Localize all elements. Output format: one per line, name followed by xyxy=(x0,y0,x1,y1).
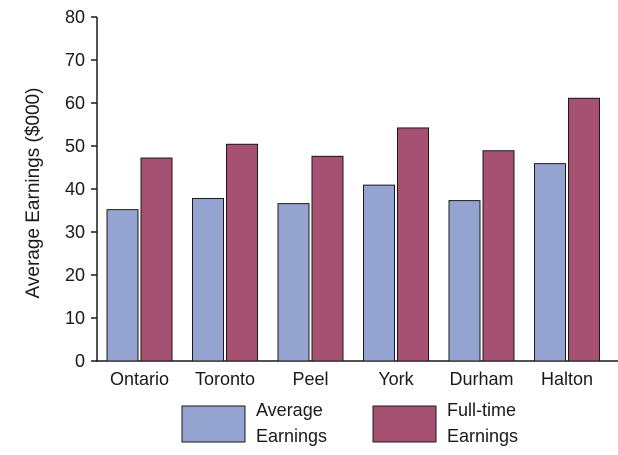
y-tick-label: 40 xyxy=(65,179,85,199)
legend-label: Earnings xyxy=(256,426,327,446)
legend-label: Earnings xyxy=(447,426,518,446)
bar-average-ontario xyxy=(106,209,139,362)
bar-average-durham xyxy=(448,200,481,362)
bar-average-peel xyxy=(277,203,310,362)
y-tick-label: 30 xyxy=(65,222,85,242)
legend-label: Full-time xyxy=(447,400,516,420)
legend-label: Average xyxy=(256,400,323,420)
bars xyxy=(106,97,600,362)
bar-fulltime-york xyxy=(397,127,429,362)
bar-fulltime-durham xyxy=(482,150,515,362)
y-tick-label: 70 xyxy=(65,50,85,70)
axes xyxy=(91,16,618,362)
legend: Average Earnings Full-time Earnings xyxy=(181,400,518,446)
legend-swatch xyxy=(372,405,437,443)
x-tick-label: Durham xyxy=(449,369,513,389)
x-tick-label: Halton xyxy=(541,369,593,389)
legend-swatch xyxy=(181,405,246,443)
x-tick-label: Toronto xyxy=(195,369,255,389)
bar-average-halton xyxy=(534,163,566,362)
labels: 0 10 20 30 40 50 60 70 80 Average Earnings ($000)… xyxy=(23,7,593,389)
bar-fulltime-halton xyxy=(568,97,600,362)
y-tick-label: 60 xyxy=(65,93,85,113)
x-tick-label: Ontario xyxy=(110,369,169,389)
y-tick-label: 20 xyxy=(65,265,85,285)
y-tick-label: 10 xyxy=(65,308,85,328)
y-tick-label: 80 xyxy=(65,7,85,27)
y-tick-label: 0 xyxy=(75,351,85,371)
bar-fulltime-ontario xyxy=(140,157,173,362)
x-tick-label: York xyxy=(378,369,414,389)
y-tick-label: 50 xyxy=(65,136,85,156)
bar-average-york xyxy=(363,184,395,362)
y-axis-title: Average Earnings ($000) xyxy=(23,88,44,299)
bar-fulltime-peel xyxy=(311,155,344,362)
bar-average-toronto xyxy=(192,197,224,362)
bar-fulltime-toronto xyxy=(226,143,258,362)
x-tick-label: Peel xyxy=(292,369,328,389)
